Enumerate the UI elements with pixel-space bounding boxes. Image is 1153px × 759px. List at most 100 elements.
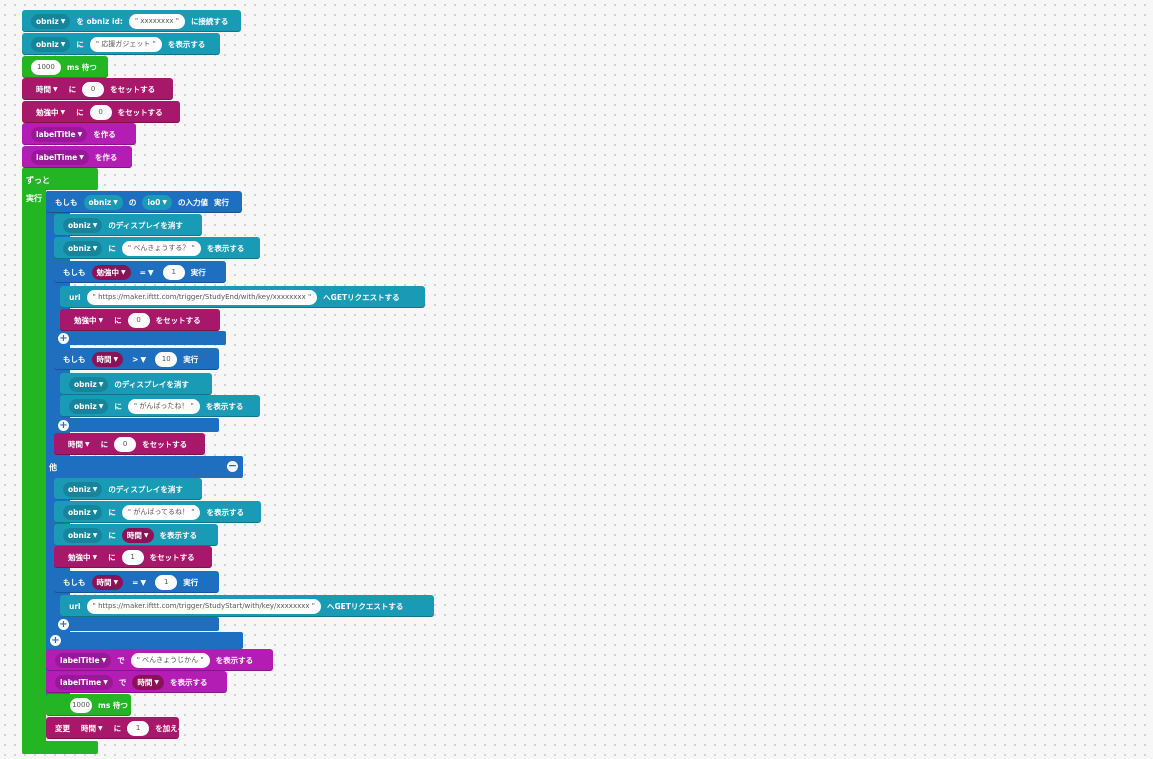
change-variable-block[interactable]: 変更 時間 ▼ に 1 を加える — [46, 717, 185, 739]
if-input-block[interactable]: もしも obniz ▼ の io0 ▼ の入力値 実行 — [46, 191, 242, 213]
string-field[interactable]: " がんばったね！ " — [127, 398, 200, 414]
chevron-down-icon: ▼ — [103, 678, 108, 686]
string-field[interactable]: " べんきょうじかん " — [130, 652, 210, 668]
chevron-down-icon: ▼ — [113, 355, 119, 363]
obniz-dropdown[interactable]: obniz ▼ — [63, 240, 103, 256]
set-variable-block[interactable]: 時間 ▼ に 0 をセットする — [54, 433, 205, 455]
chevron-down-icon: ▼ — [121, 268, 126, 276]
label-variable-block[interactable]: labelTime ▼ で 時間 ▼ を表示する — [46, 671, 227, 693]
create-label-block[interactable]: labelTime ▼ を作る — [22, 146, 132, 168]
obniz-dropdown[interactable]: obniz ▼ — [63, 504, 103, 520]
label-dropdown[interactable]: labelTitle ▼ — [31, 126, 88, 142]
obniz-dropdown[interactable]: obniz ▼ — [31, 36, 71, 52]
add-else-icon[interactable]: + — [50, 635, 61, 646]
label-text-block[interactable]: labelTitle ▼ で " べんきょうじかん " を表示する — [46, 649, 273, 671]
string-field[interactable]: " https://maker.ifttt.com/trigger/StudyE… — [86, 289, 318, 305]
operator-dropdown[interactable]: = ▼ — [128, 575, 150, 590]
remove-else-icon[interactable]: − — [227, 459, 238, 472]
set-variable-block[interactable]: 勉強中 ▼ に 0 をセットする — [22, 101, 180, 123]
label-dropdown[interactable]: labelTitle ▼ — [55, 652, 112, 668]
variable-dropdown[interactable]: 時間 ▼ — [91, 351, 124, 367]
number-field[interactable]: 1000 — [70, 697, 92, 713]
chevron-down-icon: ▼ — [92, 221, 98, 229]
create-label-block[interactable]: labelTitle ▼ を作る — [22, 123, 136, 145]
dropdown-label: obniz — [36, 39, 59, 49]
display-text-block[interactable]: obniz ▼ に " べんきょうする？ " を表示する — [54, 237, 260, 259]
set-variable-block[interactable]: 時間 ▼ に 0 をセットする — [22, 78, 173, 100]
number-field[interactable]: 1 — [121, 549, 144, 565]
variable-dropdown[interactable]: 勉強中 ▼ — [91, 264, 131, 280]
add-else-icon[interactable]: + — [58, 333, 69, 344]
if-compare-block[interactable]: もしも 時間 ▼ > ▼ 10 実行 — [54, 348, 219, 370]
add-else-icon[interactable]: + — [58, 619, 69, 630]
string-value: がんばったね！ — [139, 402, 189, 410]
variable-dropdown[interactable]: 時間 ▼ — [76, 721, 108, 736]
connect-obniz-block[interactable]: obniz ▼ を obniz id: " xxxxxxxx " に接続する — [22, 10, 241, 32]
obniz-dropdown[interactable]: obniz ▼ — [83, 194, 123, 210]
obniz-dropdown[interactable]: obniz ▼ — [63, 481, 103, 497]
number-field[interactable]: 0 — [127, 312, 150, 328]
pin-dropdown[interactable]: io0 ▼ — [142, 194, 172, 210]
string-field[interactable]: " https://maker.ifttt.com/trigger/StudyS… — [86, 598, 321, 614]
http-get-block[interactable]: url " https://maker.ifttt.com/trigger/St… — [60, 286, 425, 308]
obniz-dropdown[interactable]: obniz ▼ — [69, 398, 109, 414]
number-field[interactable]: 0 — [114, 436, 137, 452]
chevron-down-icon: ▼ — [77, 130, 83, 138]
number-field[interactable]: 0 — [89, 104, 112, 120]
chevron-down-icon: ▼ — [98, 316, 104, 324]
add-else-icon[interactable]: + — [58, 420, 69, 431]
clear-display-block[interactable]: obniz ▼ のディスプレイを消す — [54, 214, 202, 236]
label-dropdown[interactable]: labelTime ▼ — [55, 674, 113, 690]
operator-dropdown[interactable]: = ▼ — [136, 265, 158, 280]
variable-dropdown[interactable]: 勉強中 ▼ — [69, 313, 108, 328]
dropdown-label: io0 — [147, 197, 161, 207]
number-field[interactable]: 1 — [155, 574, 178, 590]
string-field[interactable]: " がんばってるね！ " — [121, 504, 201, 520]
variable-dropdown[interactable]: 時間 ▼ — [91, 574, 124, 590]
wait-block[interactable]: 1000 ms 待つ — [46, 694, 131, 716]
number-field[interactable]: 1 — [127, 720, 150, 736]
obniz-dropdown[interactable]: obniz ▼ — [63, 527, 103, 543]
http-get-block[interactable]: url " https://maker.ifttt.com/trigger/St… — [60, 595, 434, 617]
clear-display-block[interactable]: obniz ▼ のディスプレイを消す — [60, 373, 212, 395]
dropdown-label: obniz — [68, 243, 91, 253]
string-field[interactable]: " べんきょうする？ " — [121, 240, 201, 256]
operator-dropdown[interactable]: > ▼ — [128, 352, 150, 367]
label-dropdown[interactable]: labelTime ▼ — [31, 149, 89, 165]
if-compare-block[interactable]: もしも 時間 ▼ = ▼ 1 実行 — [54, 571, 219, 593]
block-text: のディスプレイを消す — [108, 220, 183, 230]
obniz-dropdown[interactable]: obniz ▼ — [63, 217, 103, 233]
variable-dropdown[interactable]: 時間 ▼ — [63, 437, 95, 452]
block-text: に — [76, 39, 84, 49]
variable-dropdown[interactable]: 時間 ▼ — [31, 82, 63, 97]
if-block-spine — [54, 261, 64, 345]
string-field[interactable]: " 応援ガジェット " — [89, 36, 162, 52]
clear-display-block[interactable]: obniz ▼ のディスプレイを消す — [54, 478, 202, 500]
obniz-dropdown[interactable]: obniz ▼ — [69, 376, 109, 392]
if-compare-block[interactable]: もしも 勉強中 ▼ = ▼ 1 実行 — [54, 261, 226, 283]
obniz-dropdown[interactable]: obniz ▼ — [31, 13, 71, 29]
block-text: ms 待つ — [66, 62, 97, 72]
if-block-footer — [54, 331, 226, 345]
display-text-block[interactable]: obniz ▼ に " 応援ガジェット " を表示する — [22, 33, 220, 55]
variable-dropdown[interactable]: 勉強中 ▼ — [63, 550, 102, 565]
number-field[interactable]: 10 — [155, 351, 178, 367]
display-text-block[interactable]: obniz ▼ に " がんばったね！ " を表示する — [60, 395, 260, 417]
display-text-block[interactable]: obniz ▼ に " がんばってるね！ " を表示する — [54, 501, 261, 523]
number-field[interactable]: 1 — [162, 264, 185, 280]
string-value: https://maker.ifttt.com/trigger/StudyEnd… — [98, 293, 306, 301]
url-label: url — [69, 601, 81, 611]
dropdown-label: 時間 — [96, 354, 112, 364]
string-field[interactable]: " xxxxxxxx " — [128, 13, 185, 29]
number-field[interactable]: 1000 — [31, 59, 61, 75]
variable-dropdown[interactable]: 時間 ▼ — [132, 674, 164, 690]
set-variable-block[interactable]: 勉強中 ▼ に 1 をセットする — [54, 546, 212, 568]
set-variable-block[interactable]: 勉強中 ▼ に 0 をセットする — [60, 309, 220, 331]
chevron-down-icon: ▼ — [101, 656, 107, 664]
variable-dropdown[interactable]: 時間 ▼ — [121, 527, 154, 543]
number-field[interactable]: 0 — [82, 81, 105, 97]
display-variable-block[interactable]: obniz ▼ に 時間 ▼ を表示する — [54, 524, 218, 546]
variable-dropdown[interactable]: 勉強中 ▼ — [31, 105, 70, 120]
wait-block[interactable]: 1000 ms 待つ — [22, 56, 108, 78]
chevron-down-icon: ▼ — [92, 531, 98, 539]
